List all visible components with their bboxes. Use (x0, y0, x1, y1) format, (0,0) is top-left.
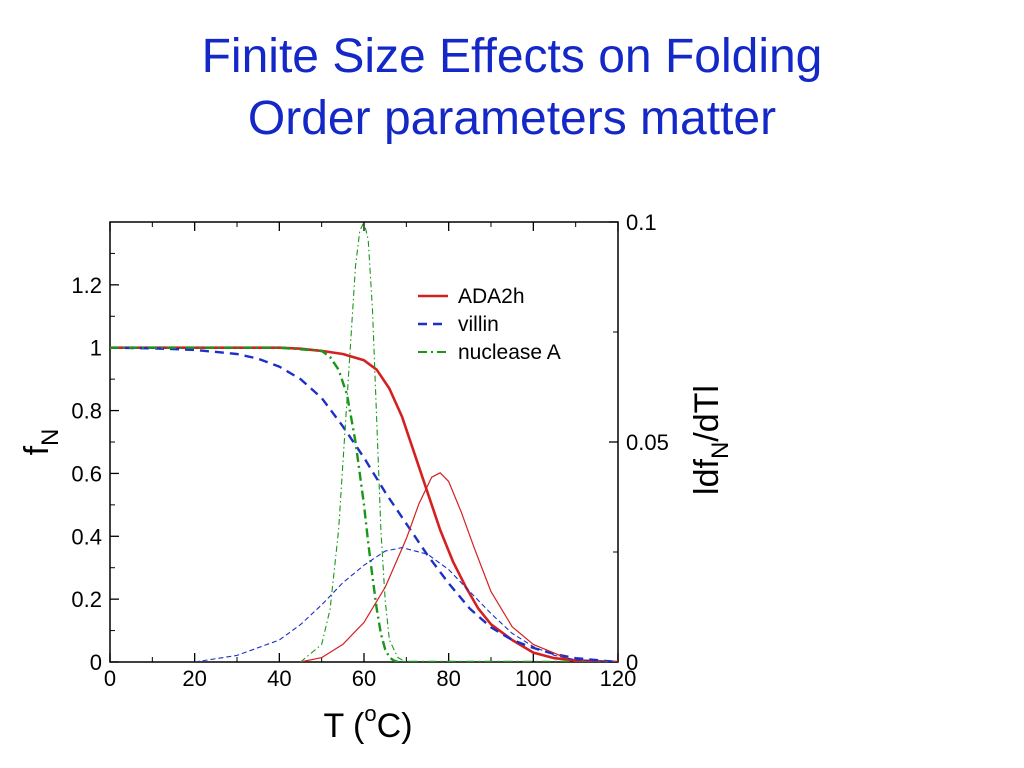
curve-villin (110, 346, 618, 662)
curve-ada2h (110, 346, 618, 662)
x-tick-label: 60 (352, 666, 376, 691)
x-tick-label: 100 (515, 666, 552, 691)
tick-marks (109, 221, 619, 663)
curve-nuclease (110, 346, 618, 662)
y-right-axis-label-a: ldf (688, 459, 726, 495)
y-right-tick-label: 0 (626, 650, 638, 675)
x-axis-label-main: T ( (323, 707, 365, 745)
curves (110, 222, 618, 662)
y-left-axis-label-main: f (18, 445, 56, 455)
y-left-tick-label: 0.8 (71, 399, 102, 424)
y-right-tick-labels: 0 0.05 0.1 (626, 210, 669, 675)
legend-label-nuclease: nuclease A (458, 341, 561, 364)
legend-label-ada2h: ADA2h (458, 285, 525, 308)
x-axis-label-end: C) (377, 707, 413, 745)
legend: ADA2h villin nuclease A (418, 285, 561, 364)
y-left-axis-label: fN (18, 429, 64, 456)
x-axis-label-sup: o (364, 701, 376, 726)
x-tick-label: 80 (436, 666, 460, 691)
y-right-tick-label: 0.1 (626, 210, 657, 235)
y-left-tick-label: 0.4 (71, 524, 102, 549)
x-tick-label: 20 (182, 666, 206, 691)
curve-nuclease-deriv (300, 222, 407, 662)
y-left-tick-label: 1 (90, 336, 102, 361)
x-tick-labels: 0 20 40 60 80 100 120 (104, 666, 636, 691)
y-left-tick-label: 0 (90, 650, 102, 675)
slide-title-line1: Finite Size Effects on Folding (201, 30, 823, 83)
slide-title-line2: Order parameters matter (247, 92, 777, 145)
x-tick-label: 0 (104, 666, 116, 691)
y-left-tick-label: 0.6 (71, 461, 102, 486)
y-right-axis-label-b: /dTl (688, 385, 726, 442)
plot-frame (109, 221, 619, 663)
x-tick-label: 40 (267, 666, 291, 691)
y-left-axis-label-sub: N (37, 429, 64, 446)
legend-label-villin: villin (458, 313, 499, 336)
y-left-tick-label: 0.2 (71, 587, 102, 612)
y-left-tick-labels: 0 0.2 0.4 0.6 0.8 1 1.2 (71, 273, 102, 675)
y-left-tick-label: 1.2 (71, 273, 102, 298)
y-right-axis-label-sub: N (707, 442, 734, 459)
curve-ada2h-deriv (300, 472, 618, 662)
slide-title: Finite Size Effects on Folding Order par… (0, 26, 1024, 150)
x-tick-label: 120 (600, 666, 637, 691)
y-right-tick-label: 0.05 (626, 430, 669, 455)
curve-villin-deriv (194, 547, 618, 662)
x-axis-label: T (oC) (323, 701, 412, 745)
y-right-axis-label: ldfN/dTl (688, 385, 734, 495)
